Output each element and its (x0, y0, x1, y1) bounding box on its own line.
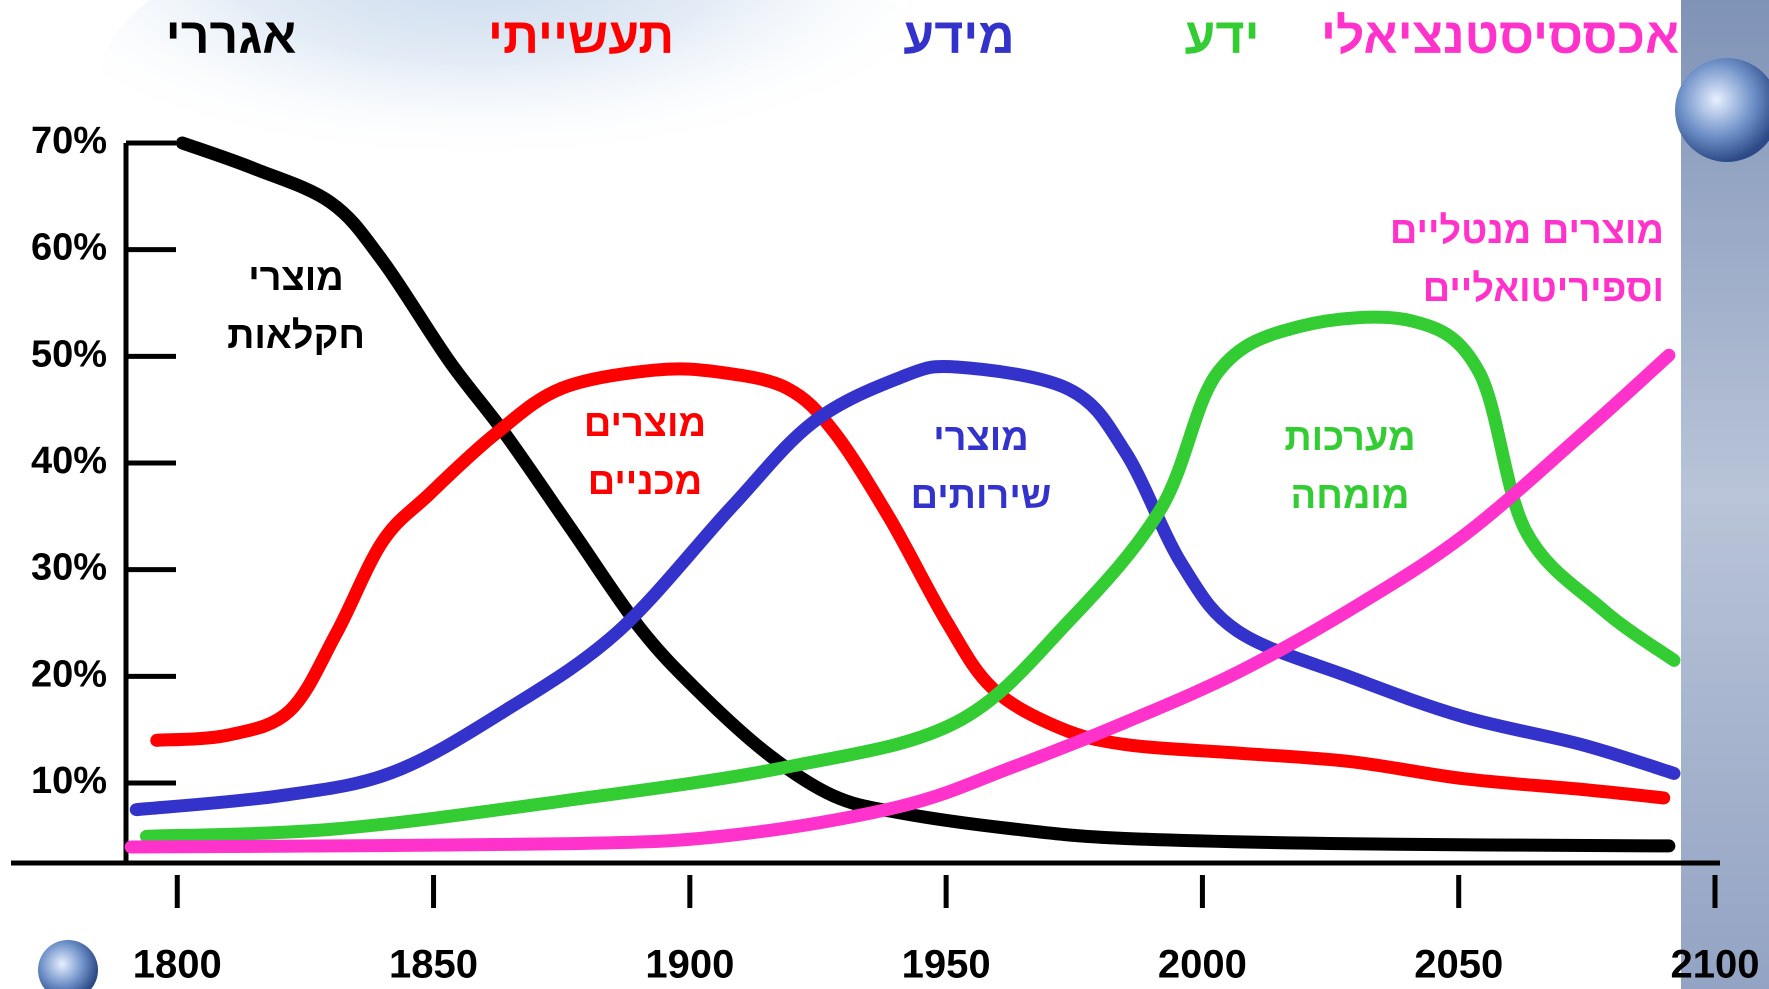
header-label: ידע (1184, 8, 1259, 64)
series-label: מערכות (1284, 417, 1415, 459)
series-label: מוצרים (584, 403, 706, 445)
series-label: מכניים (588, 461, 703, 503)
series-label: וספיריטואליים (1423, 268, 1664, 310)
y-tick-label: 40% (31, 440, 107, 482)
side-globe (1675, 58, 1769, 162)
y-tick-label: 70% (31, 120, 107, 162)
x-tick-label: 1950 (902, 943, 991, 987)
header-label: מידע (903, 8, 1014, 64)
y-tick-label: 30% (31, 547, 107, 589)
side-strip (1681, 0, 1769, 989)
series-line (124, 348, 1676, 854)
series-line (140, 310, 1681, 843)
x-tick-label: 2100 (1671, 943, 1760, 987)
series-label: שירותים (911, 475, 1052, 517)
y-tick-label: 50% (31, 333, 107, 375)
series-label: מוצרי (248, 257, 344, 299)
header-label: אגררי (166, 8, 297, 64)
header-label: אכססיסטנציאלי (1321, 8, 1679, 64)
corner-globe (38, 940, 98, 989)
series-line (129, 360, 1681, 817)
series-label: מוצרים מנטליים (1390, 210, 1664, 252)
x-tick-label: 2050 (1414, 943, 1503, 987)
series-label: מומחה (1291, 475, 1410, 517)
header-label: תעשייתי (488, 8, 674, 64)
series-label: חקלאות (227, 315, 365, 357)
x-tick-label: 1800 (133, 943, 222, 987)
y-tick-label: 10% (31, 760, 107, 802)
plot: אגררי תעשייתי מידע ידע אכססיסטנציאלי 10% 20% 30… (11, 8, 1760, 987)
series-line (175, 136, 1676, 853)
x-tick-label: 2000 (1158, 943, 1247, 987)
series-line (150, 362, 1671, 805)
y-tick-label: 20% (31, 653, 107, 695)
series-label: מוצרי (933, 417, 1029, 459)
y-tick-label: 60% (31, 227, 107, 269)
x-tick-label: 1850 (389, 943, 478, 987)
x-tick-label: 1900 (645, 943, 734, 987)
